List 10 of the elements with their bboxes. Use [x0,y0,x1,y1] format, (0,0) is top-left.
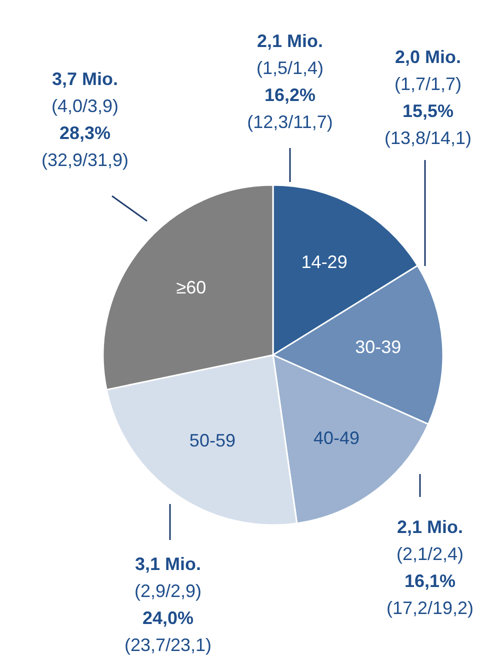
slice-label: 50-59 [189,430,236,450]
slice-label: ≥60 [176,278,206,298]
data-label: 2,1 Mio. (2,1/2,4) 16,1% (17,2/19,2) [386,517,474,618]
data-label: 3,1 Mio. (2,9/2,9) 24,0% (23,7/23,1) [124,554,212,655]
slice-label: 30-39 [355,336,402,357]
data-label: 3,7 Mio. (4,0/3,9) 28,3% (32,9/31,9) [41,69,129,170]
slice-label: 14-29 [301,252,348,272]
data-label: 2,1 Mio. (1,5/1,4) 16,2% (12,3/11,7) [247,31,333,132]
slice-label: 40-49 [313,428,360,448]
data-label: 2,0 Mio. (1,7/1,7) 15,5% (13,8/14,1) [384,47,472,148]
